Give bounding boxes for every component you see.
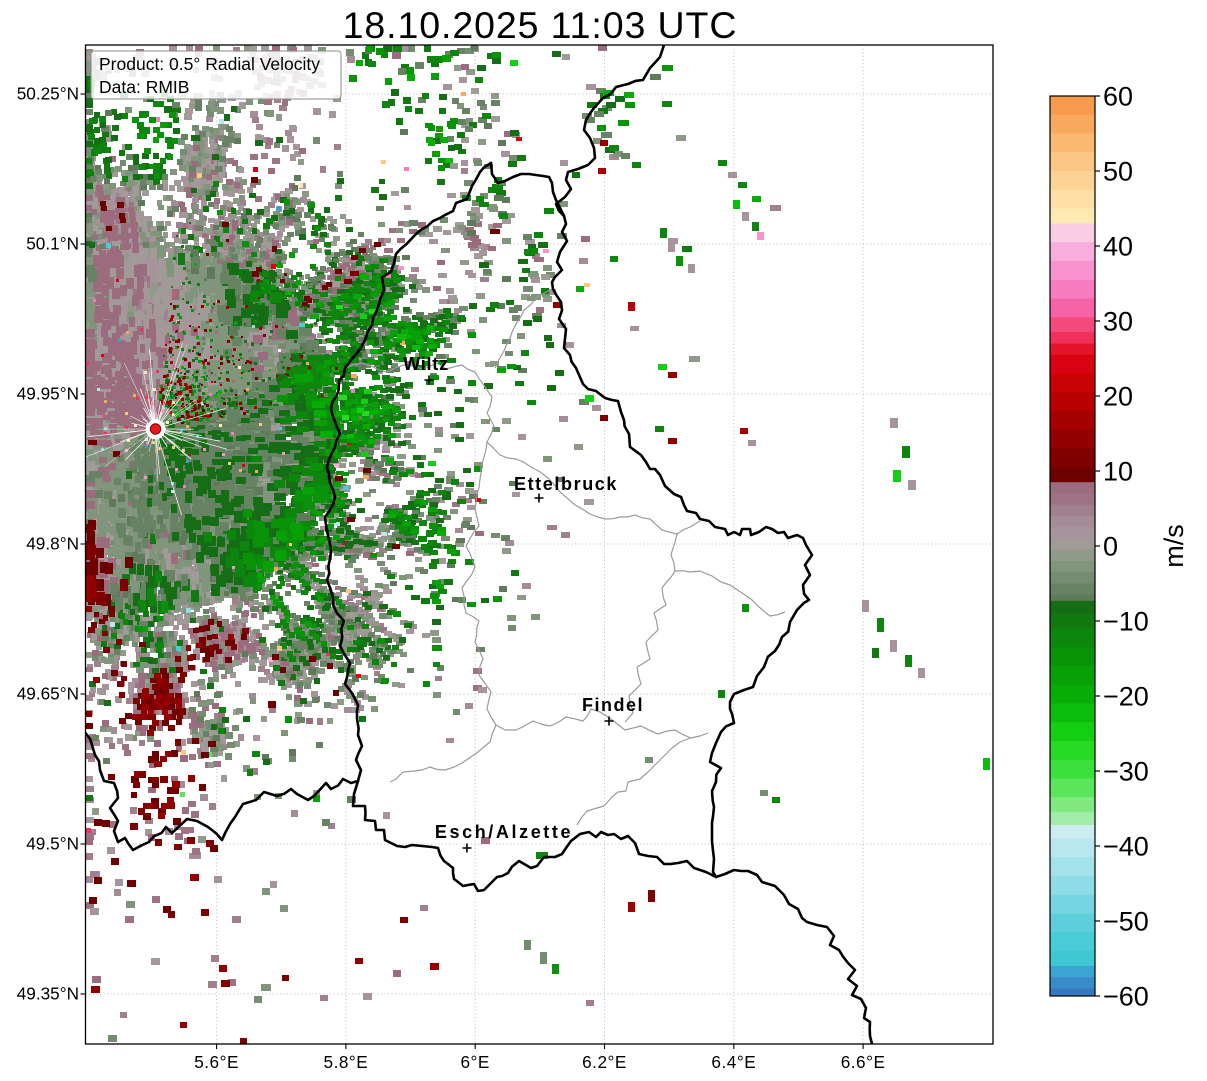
svg-text:5.6°E: 5.6°E — [194, 1052, 239, 1072]
svg-text:6.6°E: 6.6°E — [841, 1052, 886, 1072]
svg-text:Product: 0.5° Radial Velocity: Product: 0.5° Radial Velocity — [99, 54, 320, 74]
svg-text:Findel: Findel — [582, 695, 644, 715]
svg-text:49.5°N: 49.5°N — [26, 834, 79, 854]
svg-text:60: 60 — [1103, 82, 1133, 112]
svg-text:49.8°N: 49.8°N — [26, 534, 79, 554]
svg-text:40: 40 — [1103, 232, 1133, 262]
svg-text:5.8°E: 5.8°E — [324, 1052, 369, 1072]
svg-text:6.4°E: 6.4°E — [711, 1052, 756, 1072]
svg-text:−10: −10 — [1103, 607, 1149, 637]
svg-text:0: 0 — [1103, 532, 1118, 562]
svg-text:−60: −60 — [1103, 982, 1149, 1012]
svg-text:6.2°E: 6.2°E — [582, 1052, 627, 1072]
svg-text:50: 50 — [1103, 157, 1133, 187]
svg-text:20: 20 — [1103, 382, 1133, 412]
svg-text:−50: −50 — [1103, 907, 1149, 937]
svg-text:49.65°N: 49.65°N — [17, 684, 79, 704]
svg-text:10: 10 — [1103, 457, 1133, 487]
svg-text:m/s: m/s — [1159, 524, 1189, 568]
svg-text:−20: −20 — [1103, 682, 1149, 712]
svg-text:Wiltz: Wiltz — [403, 354, 449, 374]
svg-text:Data: RMIB: Data: RMIB — [99, 77, 189, 97]
svg-text:Ettelbruck: Ettelbruck — [514, 474, 618, 494]
svg-text:−40: −40 — [1103, 832, 1149, 862]
svg-text:49.35°N: 49.35°N — [17, 984, 79, 1004]
svg-text:6°E: 6°E — [460, 1052, 489, 1072]
svg-text:30: 30 — [1103, 307, 1133, 337]
svg-text:50.25°N: 50.25°N — [17, 84, 79, 104]
svg-text:49.95°N: 49.95°N — [17, 384, 79, 404]
svg-text:50.1°N: 50.1°N — [26, 234, 79, 254]
svg-text:Esch/Alzette: Esch/Alzette — [435, 822, 573, 842]
svg-text:18.10.2025 11:03 UTC: 18.10.2025 11:03 UTC — [343, 4, 738, 46]
svg-text:−30: −30 — [1103, 757, 1149, 787]
